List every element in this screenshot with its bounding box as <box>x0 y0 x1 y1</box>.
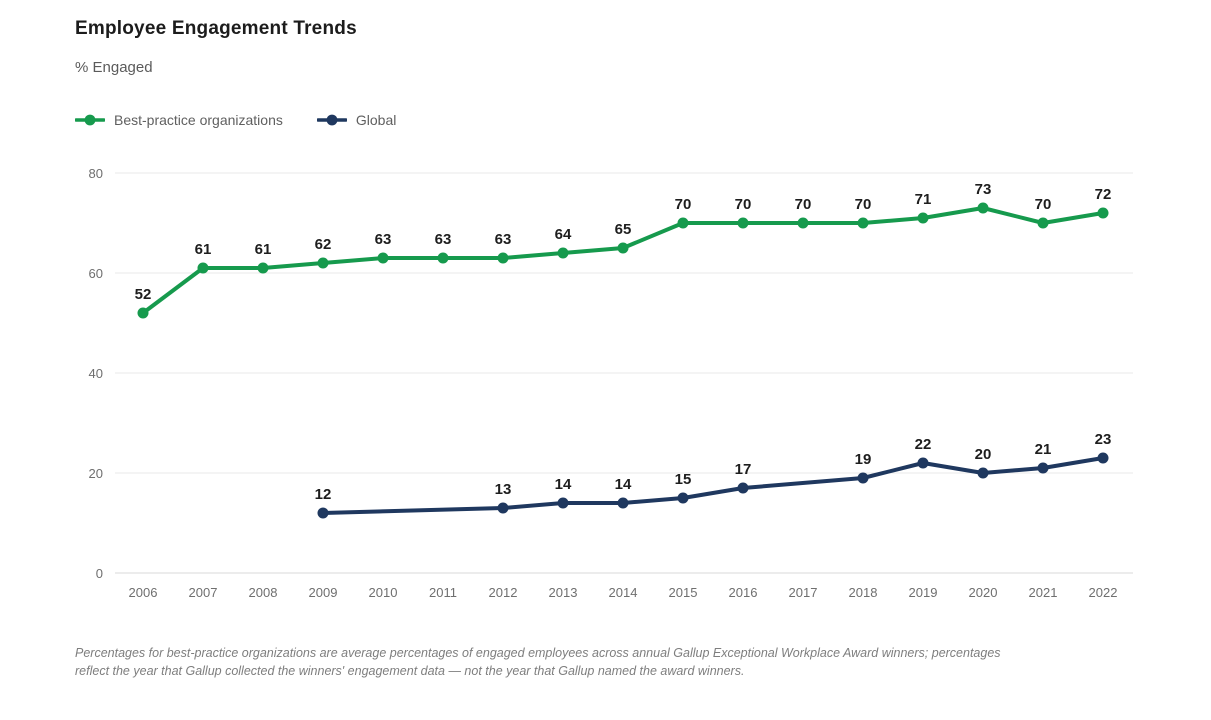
data-label-global-2018: 19 <box>855 451 872 468</box>
data-label-best-practice-organizations-2014: 65 <box>615 221 632 238</box>
x-tick-label-2012: 2012 <box>489 585 518 600</box>
data-label-best-practice-organizations-2009: 62 <box>315 236 332 253</box>
data-label-global-2014: 14 <box>615 476 632 493</box>
data-label-best-practice-organizations-2019: 71 <box>915 191 932 208</box>
data-point-global-2020 <box>977 467 989 479</box>
data-point-best-practice-organizations-2011 <box>437 252 449 264</box>
legend-label: Best-practice organizations <box>114 112 283 128</box>
y-tick-label-60: 60 <box>89 266 103 281</box>
data-point-best-practice-organizations-2012 <box>497 252 509 264</box>
x-tick-label-2007: 2007 <box>189 585 218 600</box>
data-label-best-practice-organizations-2022: 72 <box>1095 186 1112 203</box>
data-label-global-2020: 20 <box>975 446 992 463</box>
data-label-global-2016: 17 <box>735 461 752 478</box>
data-point-best-practice-organizations-2016 <box>737 217 749 229</box>
data-point-global-2019 <box>917 457 929 469</box>
data-label-best-practice-organizations-2012: 63 <box>495 231 512 248</box>
page-title: Employee Engagement Trends <box>75 18 357 39</box>
data-label-global-2015: 15 <box>675 471 692 488</box>
data-point-best-practice-organizations-2007 <box>197 262 209 274</box>
x-tick-label-2017: 2017 <box>789 585 818 600</box>
x-tick-label-2018: 2018 <box>849 585 878 600</box>
data-point-best-practice-organizations-2008 <box>257 262 269 274</box>
y-tick-label-20: 20 <box>89 466 103 481</box>
data-point-global-2009 <box>317 507 329 519</box>
legend-label: Global <box>355 112 397 128</box>
data-label-best-practice-organizations-2015: 70 <box>675 196 692 213</box>
y-tick-label-40: 40 <box>89 366 103 381</box>
data-point-best-practice-organizations-2014 <box>617 242 629 254</box>
data-label-best-practice-organizations-2008: 61 <box>255 241 272 258</box>
data-point-global-2015 <box>677 492 689 504</box>
data-point-global-2013 <box>557 497 569 509</box>
data-label-best-practice-organizations-2017: 70 <box>795 196 812 213</box>
data-label-global-2022: 23 <box>1095 431 1112 448</box>
x-tick-label-2011: 2011 <box>429 585 457 600</box>
data-label-best-practice-organizations-2006: 52 <box>135 286 152 303</box>
data-label-global-2012: 13 <box>495 481 512 498</box>
x-tick-label-2013: 2013 <box>549 585 578 600</box>
data-point-best-practice-organizations-2010 <box>377 252 389 264</box>
y-tick-label-0: 0 <box>96 566 103 581</box>
data-point-global-2012 <box>497 502 509 514</box>
x-tick-label-2006: 2006 <box>129 585 158 600</box>
data-point-global-2014 <box>617 497 629 509</box>
data-label-best-practice-organizations-2016: 70 <box>735 196 752 213</box>
series-line-1 <box>321 456 1105 515</box>
chart-legend: Best-practice organizations Global <box>75 112 396 128</box>
x-tick-label-2019: 2019 <box>909 585 938 600</box>
x-tick-label-2015: 2015 <box>669 585 698 600</box>
x-tick-label-2008: 2008 <box>249 585 278 600</box>
data-label-global-2009: 12 <box>315 486 332 503</box>
data-point-global-2016 <box>737 482 749 494</box>
data-point-best-practice-organizations-2015 <box>677 217 689 229</box>
chart-footnote: Percentages for best-practice organizati… <box>75 646 1001 678</box>
data-point-best-practice-organizations-2017 <box>797 217 809 229</box>
x-tick-label-2016: 2016 <box>729 585 758 600</box>
x-tick-label-2021: 2021 <box>1029 585 1058 600</box>
data-point-best-practice-organizations-2006 <box>137 307 149 319</box>
y-tick-label-80: 80 <box>89 166 103 181</box>
x-tick-label-2022: 2022 <box>1089 585 1118 600</box>
legend-item-0: Best-practice organizations <box>75 112 283 128</box>
legend-line-marker-icon <box>75 114 105 126</box>
data-point-best-practice-organizations-2018 <box>857 217 869 229</box>
data-point-best-practice-organizations-2013 <box>557 247 569 259</box>
data-point-global-2021 <box>1037 462 1049 474</box>
data-point-global-2018 <box>857 472 869 484</box>
data-point-best-practice-organizations-2020 <box>977 202 989 214</box>
data-label-global-2013: 14 <box>555 476 572 493</box>
x-tick-label-2010: 2010 <box>369 585 398 600</box>
data-point-global-2022 <box>1097 452 1109 464</box>
x-tick-label-2020: 2020 <box>969 585 998 600</box>
data-label-global-2021: 21 <box>1035 441 1052 458</box>
data-label-best-practice-organizations-2013: 64 <box>555 226 572 243</box>
data-point-best-practice-organizations-2019 <box>917 212 929 224</box>
x-tick-label-2014: 2014 <box>609 585 638 600</box>
legend-line-marker-icon <box>316 114 347 126</box>
data-label-best-practice-organizations-2011: 63 <box>435 231 452 248</box>
data-point-best-practice-organizations-2009 <box>317 257 329 269</box>
x-tick-label-2009: 2009 <box>309 585 338 600</box>
data-point-best-practice-organizations-2022 <box>1097 207 1109 219</box>
chart-subtitle: % Engaged <box>75 59 153 76</box>
data-label-best-practice-organizations-2021: 70 <box>1035 196 1052 213</box>
data-label-best-practice-organizations-2018: 70 <box>855 196 872 213</box>
data-label-global-2019: 22 <box>915 436 932 453</box>
data-label-best-practice-organizations-2020: 73 <box>975 181 992 198</box>
legend-item-1: Global <box>316 112 397 128</box>
data-label-best-practice-organizations-2010: 63 <box>375 231 392 248</box>
data-point-best-practice-organizations-2021 <box>1037 217 1049 229</box>
data-label-best-practice-organizations-2007: 61 <box>195 241 212 258</box>
